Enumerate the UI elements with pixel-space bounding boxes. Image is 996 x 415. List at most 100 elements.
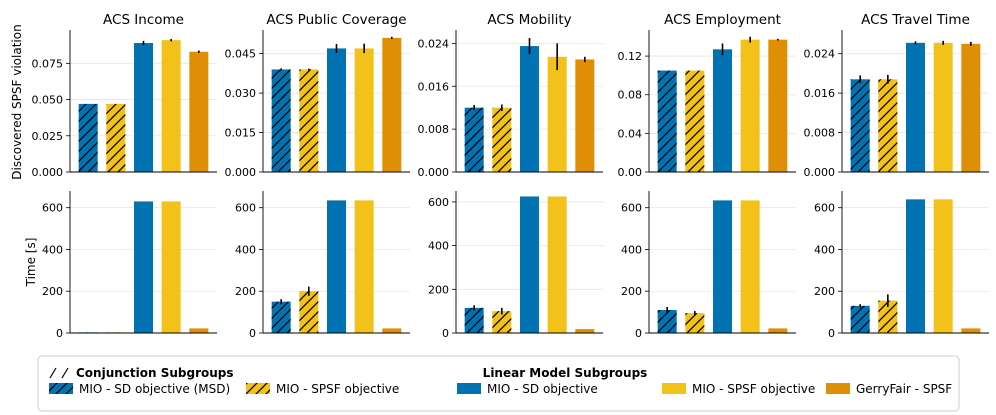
ytick-label: 0.025	[32, 130, 64, 143]
ytick-label: 200	[235, 285, 256, 298]
ytick-label: 400	[814, 243, 835, 256]
bar-top-1-2	[327, 48, 346, 172]
bar-top-0-2	[134, 43, 153, 172]
bar-hatch	[464, 307, 484, 333]
bar-top-2-2	[520, 46, 539, 172]
bar-hatch	[106, 103, 126, 172]
bar-top-1-4	[382, 37, 402, 173]
bar-top-4-3	[933, 42, 953, 172]
legend: Conjunction Subgroups Linear Model Subgr…	[37, 355, 960, 412]
ytick-label: 0.015	[225, 127, 257, 140]
bar-bottom-1-4	[382, 328, 402, 333]
bar-bottom-3-4	[768, 328, 788, 333]
ytick-label: 400	[621, 243, 642, 256]
legend-group1-title: Conjunction Subgroups	[76, 366, 234, 380]
bar-bottom-0-3	[161, 201, 181, 333]
bar-bottom-0-2	[134, 201, 153, 333]
ytick-label: 0.00	[618, 166, 643, 179]
legend-label-4: GerryFair - SPSF	[856, 382, 952, 396]
ytick-label: 400	[428, 240, 449, 253]
bar-top-1-3	[354, 48, 374, 172]
panel-title-2: ACS Mobility	[487, 12, 571, 28]
ytick-label: 200	[814, 285, 835, 298]
ytick-label: 0	[442, 327, 449, 340]
bar-top-3-2	[713, 49, 732, 172]
bar-hatch	[492, 311, 512, 333]
bar-bottom-3-2	[713, 200, 732, 333]
bar-bottom-1-2	[327, 200, 346, 333]
legend-group2-title: Linear Model Subgroups	[483, 366, 648, 380]
bar-bottom-3-3	[740, 200, 760, 333]
ytick-label: 0.000	[418, 166, 450, 179]
bar-top-3-4	[768, 39, 788, 172]
bar-hatch	[685, 70, 705, 172]
legend-label-0: MIO - SD objective (MSD)	[79, 382, 230, 396]
ytick-label: 0.075	[32, 57, 64, 70]
ytick-label: 400	[235, 243, 256, 256]
bar-hatch	[878, 300, 898, 333]
ytick-label: 0.12	[618, 50, 643, 63]
panels: ACS Income0.0000.0250.0500.0750200400600…	[32, 12, 989, 340]
panel-title-1: ACS Public Coverage	[266, 12, 406, 28]
ytick-label: 0.04	[618, 127, 643, 140]
bar-hatch	[299, 69, 319, 172]
ytick-label: 0.008	[804, 127, 836, 140]
panel-title-3: ACS Employment	[664, 12, 781, 28]
ytick-label: 0.016	[804, 87, 836, 100]
panel-title-4: ACS Travel Time	[861, 12, 970, 28]
ytick-label: 0.016	[418, 80, 450, 93]
ytick-label: 0.000	[32, 166, 64, 179]
ytick-label: 200	[42, 285, 63, 298]
bar-bottom-1-3	[354, 200, 374, 333]
bar-hatch	[850, 305, 870, 333]
bar-bottom-4-3	[933, 199, 953, 333]
ytick-label: 0.024	[804, 48, 836, 61]
legend-swatch-hatch	[49, 383, 73, 394]
ytick-label: 600	[235, 202, 256, 215]
ytick-label: 0.024	[418, 37, 450, 50]
bar-hatch	[492, 107, 512, 172]
bar-hatch	[850, 79, 870, 172]
ytick-label: 200	[621, 285, 642, 298]
bar-bottom-4-2	[906, 199, 925, 333]
bar-bottom-2-4	[575, 329, 595, 333]
ytick-label: 0.050	[32, 94, 64, 107]
bar-hatch	[78, 103, 98, 172]
legend-label-3: MIO - SPSF objective	[692, 382, 815, 396]
bar-top-3-3	[740, 39, 760, 172]
ytick-label: 0.045	[225, 48, 257, 61]
ytick-label: 0	[635, 327, 642, 340]
legend-conjunction-marker	[49, 367, 69, 379]
bar-hatch	[299, 291, 319, 333]
ytick-label: 0.030	[225, 87, 257, 100]
bar-top-2-3	[547, 56, 567, 173]
bar-bottom-2-2	[520, 196, 539, 333]
legend-label-1: MIO - SPSF objective	[276, 382, 399, 396]
legend-swatch-4	[826, 383, 850, 394]
ytick-label: 0.008	[418, 123, 450, 136]
bar-bottom-2-3	[547, 196, 567, 333]
ytick-label: 600	[814, 202, 835, 215]
bar-top-0-4	[189, 51, 209, 172]
bar-hatch	[657, 70, 677, 172]
legend-swatch-2	[457, 383, 481, 394]
bar-top-2-4	[575, 59, 595, 173]
ytick-label: 0	[56, 327, 63, 340]
legend-swatch-3	[662, 383, 686, 394]
bar-top-4-2	[906, 42, 925, 172]
legend-entries: MIO - SD objective (MSD) MIO - SPSF objec…	[49, 382, 952, 396]
ytick-label: 600	[42, 202, 63, 215]
ytick-label: 200	[428, 283, 449, 296]
bar-top-0-3	[161, 40, 181, 173]
ylabel-top: Discovered SPSF violation	[10, 24, 24, 179]
ytick-label: 600	[621, 202, 642, 215]
ytick-label: 0.08	[618, 89, 643, 102]
legend-swatch-hatch	[246, 383, 270, 394]
bar-bottom-0-4	[189, 328, 209, 333]
bar-hatch	[685, 313, 705, 333]
bar-hatch	[271, 69, 291, 172]
legend-label-2: MIO - SD objective	[487, 382, 598, 396]
ytick-label: 0	[828, 327, 835, 340]
ylabel-bottom: Time [s]	[24, 238, 38, 288]
